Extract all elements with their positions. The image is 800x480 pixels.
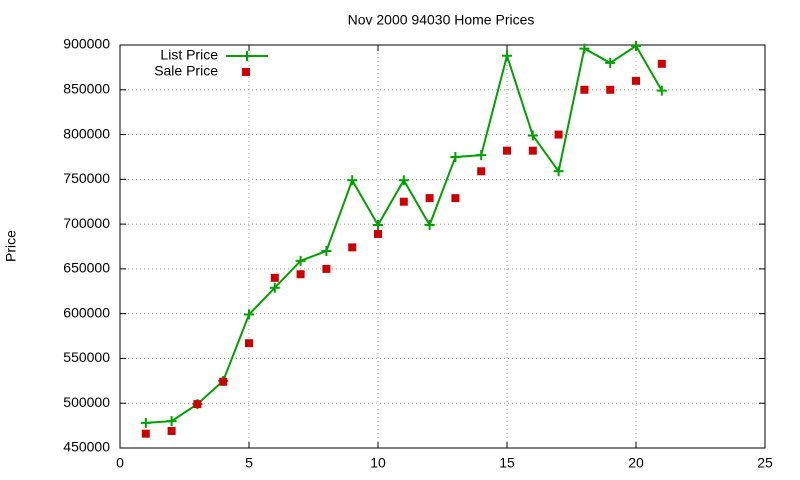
point: [219, 377, 228, 386]
point: [321, 245, 332, 256]
point: [657, 59, 666, 68]
point: [476, 150, 487, 161]
y-tick-label: 650000: [63, 260, 110, 276]
point: [373, 220, 383, 231]
legend-label: List Price: [160, 47, 218, 63]
point: [295, 255, 306, 266]
point: [269, 282, 280, 293]
point: [606, 85, 615, 94]
point: [477, 167, 486, 176]
point: [451, 194, 460, 203]
point: [579, 43, 590, 54]
point: [348, 243, 357, 252]
x-tick-label: 20: [628, 455, 644, 471]
point: [450, 151, 461, 162]
x-tick-label: 15: [499, 455, 515, 471]
point: [167, 426, 176, 435]
point: [527, 130, 538, 141]
y-tick-label: 450000: [63, 439, 110, 455]
point: [296, 270, 305, 279]
x-tick-label: 0: [116, 455, 124, 471]
point: [554, 130, 563, 139]
point: [166, 416, 177, 427]
point: [399, 197, 408, 206]
point: [141, 429, 150, 438]
legend-swatch: [242, 68, 250, 76]
point: [605, 57, 616, 68]
y-tick-label: 500000: [63, 394, 110, 410]
x-tick-label: 10: [370, 455, 386, 471]
point: [398, 175, 409, 186]
point: [528, 146, 537, 155]
y-axis-label: Price: [3, 230, 19, 262]
x-tick-label: 25: [757, 455, 773, 471]
point: [193, 400, 202, 409]
point: [322, 264, 331, 273]
point: [656, 85, 667, 96]
legend-swatch: [242, 51, 252, 61]
point: [374, 229, 382, 238]
y-tick-label: 850000: [63, 80, 110, 96]
point: [244, 309, 254, 320]
y-tick-label: 900000: [63, 36, 110, 52]
y-tick-label: 550000: [63, 349, 110, 365]
chart-title: Nov 2000 94030 Home Prices: [348, 12, 535, 28]
point: [245, 339, 253, 348]
point: [503, 146, 511, 155]
line: [145, 44, 663, 424]
point: [631, 40, 641, 51]
point: [424, 220, 435, 231]
legend-label: Sale Price: [154, 63, 218, 79]
point: [270, 273, 279, 282]
point: [347, 175, 358, 186]
point: [502, 50, 512, 61]
x-tick-label: 5: [245, 455, 253, 471]
y-tick-label: 750000: [63, 170, 110, 186]
plot-frame: [119, 44, 766, 449]
point: [140, 417, 151, 428]
point: [553, 166, 564, 177]
y-tick-label: 600000: [63, 304, 110, 320]
y-tick-label: 800000: [63, 125, 110, 141]
y-tick-label: 700000: [63, 215, 110, 231]
point: [580, 85, 589, 94]
point: [632, 76, 640, 85]
point: [425, 194, 434, 203]
